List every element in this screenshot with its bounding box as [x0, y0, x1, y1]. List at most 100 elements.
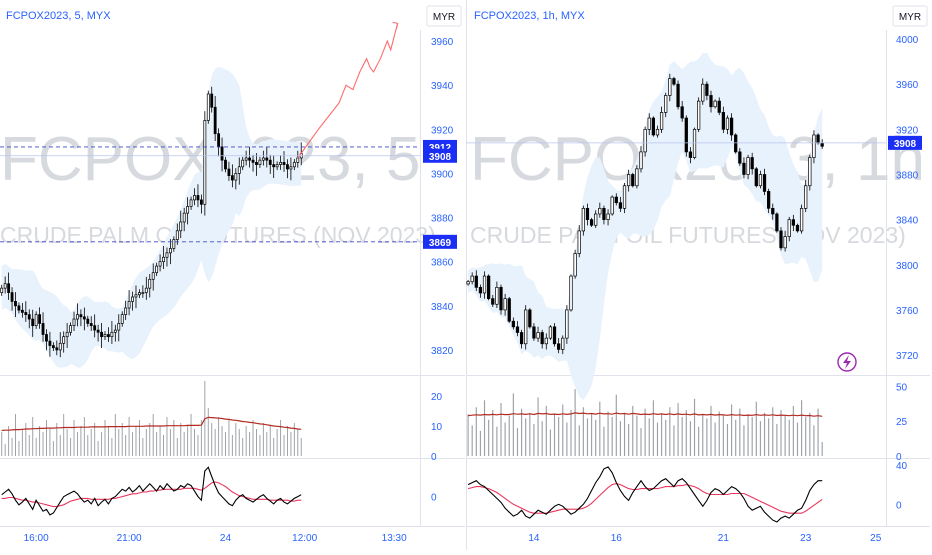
right-candle	[585, 203, 590, 226]
right-candle	[614, 193, 618, 206]
right-price-tick-label: 3840	[896, 216, 919, 227]
left-candle	[210, 86, 214, 113]
right-oscillator-line	[467, 466, 823, 523]
right-candle	[606, 209, 610, 226]
left-candle	[268, 154, 272, 174]
left-candle	[224, 156, 227, 173]
right-price-tick-label: 3760	[896, 306, 919, 317]
right-candle	[746, 154, 750, 180]
right-time-tick-label: 21	[718, 533, 730, 544]
left-candle	[179, 210, 183, 239]
left-candle	[272, 155, 276, 179]
right-candle	[721, 106, 725, 134]
left-candle	[265, 146, 269, 168]
left-candle	[0, 284, 4, 296]
lightning-badge[interactable]	[837, 352, 857, 372]
left-candle	[76, 303, 79, 327]
left-candle	[34, 311, 38, 329]
right-candle	[804, 180, 808, 213]
left-oscillator-signal-line	[1, 481, 302, 508]
right-candle	[511, 317, 515, 330]
left-candle	[237, 157, 241, 185]
left-symbol-title[interactable]: FCPOX2023, 5, MYX	[6, 10, 111, 22]
right-candle	[791, 214, 795, 232]
left-price-tag[interactable]: 3869	[423, 234, 457, 249]
right-volume-tick-label: 0	[896, 452, 902, 463]
left-time-tick-label: 13:30	[382, 533, 407, 544]
right-candle	[684, 115, 688, 157]
left-candle	[155, 262, 159, 277]
right-watermark-description: CRUDE PALM OIL FUTURES (NOV 2023)	[470, 222, 906, 248]
right-price-tag[interactable]: 3908	[888, 135, 922, 150]
right-candle	[734, 133, 738, 154]
right-candle	[729, 113, 734, 141]
left-candle	[138, 289, 141, 299]
left-price-tick-label: 3920	[431, 125, 454, 136]
left-candle	[255, 153, 258, 176]
right-candle	[709, 90, 713, 113]
left-candle	[158, 254, 162, 272]
right-candle	[771, 203, 775, 220]
left-candle	[186, 197, 190, 225]
left-candle	[203, 111, 207, 216]
left-candle	[182, 207, 186, 232]
left-candle	[258, 156, 262, 168]
right-candle	[627, 169, 631, 192]
left-candle	[7, 272, 11, 300]
right-candle	[750, 152, 754, 175]
left-candle	[117, 314, 121, 342]
left-candle	[124, 300, 128, 320]
right-candle	[610, 195, 614, 216]
left-candle	[234, 168, 238, 190]
right-candle	[565, 305, 569, 344]
right-volatility-band	[468, 53, 823, 400]
left-candle	[38, 307, 42, 329]
left-candle	[189, 196, 193, 210]
right-candle	[779, 227, 783, 251]
right-candle	[466, 280, 470, 286]
right-currency-button[interactable]: MYR	[892, 5, 928, 27]
right-symbol-title[interactable]: FCPOX2023, 1h, MYX	[474, 10, 585, 22]
left-currency-button[interactable]: MYR	[426, 5, 462, 27]
left-candle	[10, 287, 14, 311]
right-time-tick-label: 25	[870, 533, 882, 544]
right-candle	[705, 81, 709, 101]
right-candle	[692, 127, 697, 160]
left-candle	[31, 309, 35, 337]
left-candle	[110, 321, 114, 344]
right-candle	[581, 205, 585, 236]
left-price-tick-label: 3960	[431, 37, 454, 48]
left-candle	[89, 316, 93, 331]
left-volume-tick-label: 10	[431, 422, 443, 433]
left-volume-ma-line	[1, 416, 302, 432]
right-oscillator-tick-label: 40	[896, 461, 908, 472]
left-price-tick-label: 3900	[431, 169, 454, 180]
left-price-tag[interactable]: 3908	[423, 148, 457, 163]
right-candle	[812, 130, 816, 164]
right-candle	[589, 217, 594, 227]
left-candle	[144, 276, 148, 300]
left-candle	[17, 302, 21, 314]
right-candle	[635, 165, 639, 189]
right-volume-tick-label: 25	[896, 417, 908, 428]
right-candle	[680, 100, 684, 122]
left-candle	[20, 302, 24, 318]
left-candle	[148, 274, 152, 298]
left-time-tick-label: 24	[220, 533, 232, 544]
left-candle	[193, 188, 196, 206]
right-candle	[470, 272, 474, 285]
right-candle	[524, 305, 528, 350]
right-candle	[540, 329, 544, 349]
left-candle	[279, 155, 282, 170]
left-currency-label: MYR	[433, 12, 455, 23]
left-candle	[282, 151, 286, 172]
right-candle	[742, 157, 746, 179]
right-candle	[631, 172, 635, 188]
left-oscillator-line	[1, 466, 302, 516]
right-candle	[762, 168, 767, 196]
right-candle	[787, 216, 791, 242]
left-projection-path[interactable]	[297, 23, 399, 159]
right-time-tick-label: 23	[800, 533, 812, 544]
left-candle	[51, 342, 55, 352]
left-candle	[120, 311, 124, 327]
